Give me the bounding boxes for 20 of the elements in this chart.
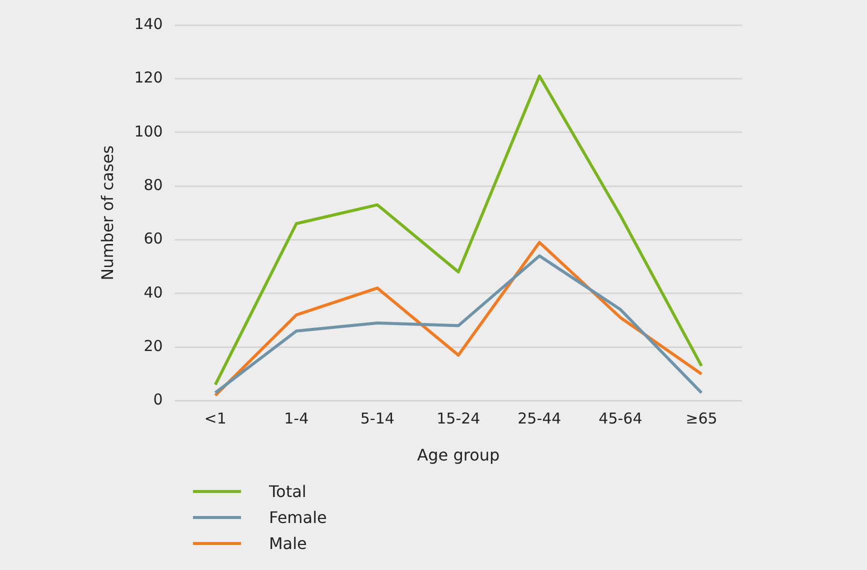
y-tick-label: 80 [144,176,163,194]
legend-label: Male [269,534,307,552]
x-tick-label: 15-24 [436,410,480,428]
x-tick-label: 45-64 [598,410,642,428]
y-tick-label: 60 [144,230,163,248]
x-tick-label: ≥65 [686,410,718,428]
y-tick-label: 0 [153,390,163,409]
y-tick-label: 140 [134,14,163,33]
y-tick-label: 100 [134,122,163,140]
y-tick-label: 20 [144,337,163,356]
y-tick-label: 120 [134,68,163,87]
legend-label: Total [269,482,306,500]
y-axis-title: Number of cases [98,145,117,280]
x-tick-label: 25-44 [518,410,562,428]
x-tick-label: 5-14 [360,410,394,428]
y-tick-label: 40 [144,283,163,302]
x-tick-label: 1-4 [284,410,309,428]
x-axis-title: Age group [417,446,500,465]
legend-label: Female [269,508,327,526]
x-tick-label: <1 [204,410,226,428]
